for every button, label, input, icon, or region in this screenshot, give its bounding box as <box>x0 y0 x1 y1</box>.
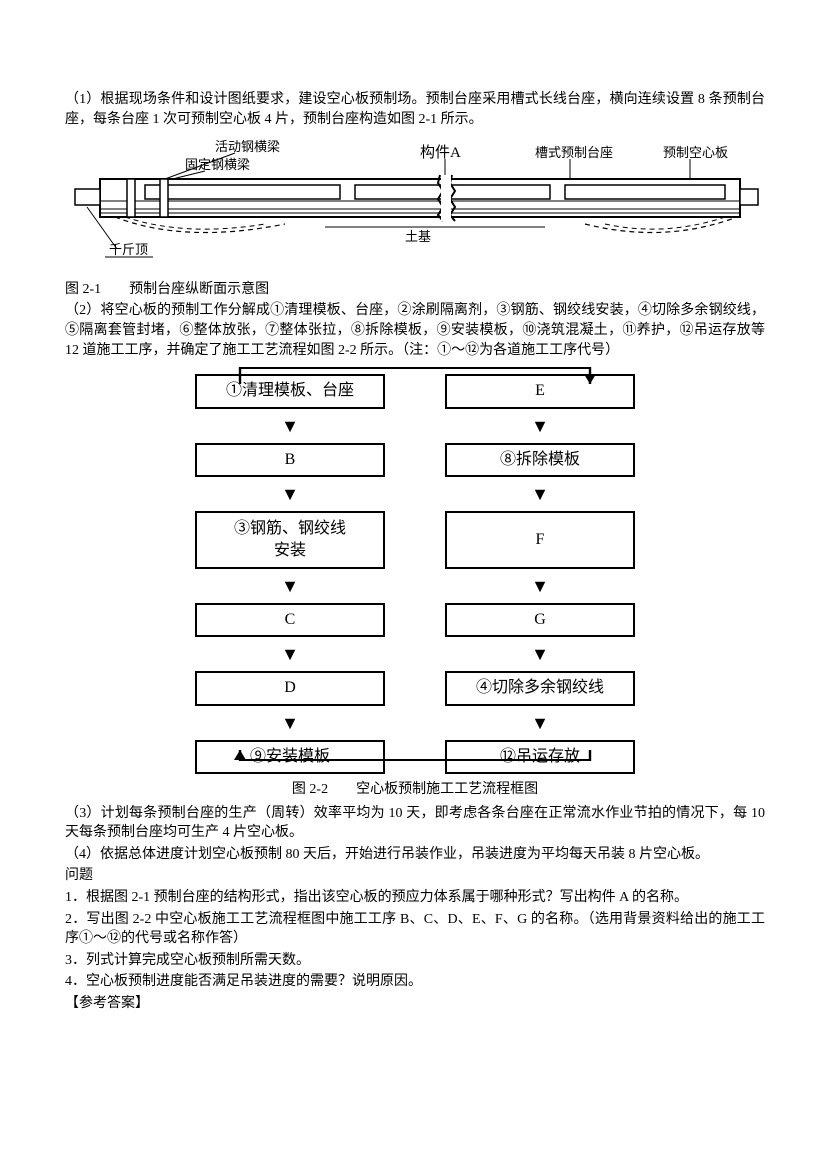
arrow-icon: ▼ <box>281 647 299 661</box>
flow-connector <box>65 362 765 762</box>
figure-2: ①清理模板、台座 ▼ B ▼ ③钢筋、钢绞线 安装 ▼ C ▼ D ▼ ⑨安装模… <box>65 374 765 774</box>
arrow-icon: ▼ <box>531 716 549 730</box>
figure-1-caption: 图 2-1 预制台座纵断面示意图 <box>65 280 765 300</box>
figure-1: 活动钢横梁 固定钢横梁 构件A 槽式预制台座 预制空心板 <box>65 139 765 276</box>
paragraph-2: （2）将空心板的预制工作分解成①清理模板、台座，②涂刷隔离剂，③钢筋、钢绞线安装… <box>65 301 765 360</box>
figure-2-caption: 图 2-2 空心板预制施工工艺流程框图 <box>65 780 765 800</box>
flow-box-4: ④切除多余钢绞线 <box>445 671 635 705</box>
label-component-a: 构件A <box>420 144 461 161</box>
answer-heading: 【参考答案】 <box>65 994 765 1014</box>
flow-left-column: ①清理模板、台座 ▼ B ▼ ③钢筋、钢绞线 安装 ▼ C ▼ D ▼ ⑨安装模… <box>195 374 385 774</box>
flow-right-column: E ▼ ⑧拆除模板 ▼ F ▼ G ▼ ④切除多余钢绞线 ▼ ⑫吊运存放 <box>445 374 635 774</box>
flow-box-3: ③钢筋、钢绞线 安装 <box>195 511 385 569</box>
arrow-icon: ▼ <box>281 579 299 593</box>
arrow-icon: ▼ <box>531 419 549 433</box>
questions-heading: 问题 <box>65 866 765 886</box>
label-active-beam: 活动钢横梁 <box>215 139 280 154</box>
label-precast-slab: 预制空心板 <box>663 145 728 160</box>
paragraph-1: （1）根据现场条件和设计图纸要求，建设空心板预制场。预制台座采用槽式长线台座，横… <box>65 90 765 129</box>
flow-box-12: ⑫吊运存放 <box>445 740 635 774</box>
paragraph-4: （4）依据总体进度计划空心板预制 80 天后，开始进行吊装作业，吊装进度为平均每… <box>65 845 765 865</box>
arrow-icon: ▼ <box>281 419 299 433</box>
flow-box-f: F <box>445 511 635 569</box>
flow-box-g: G <box>445 603 635 637</box>
label-subgrade: 土基 <box>405 229 431 244</box>
flow-box-1: ①清理模板、台座 <box>195 374 385 408</box>
arrow-icon: ▼ <box>531 487 549 501</box>
flow-box-d: D <box>195 671 385 705</box>
flow-box-8: ⑧拆除模板 <box>445 443 635 477</box>
arrow-icon: ▼ <box>281 487 299 501</box>
flow-box-9: ⑨安装模板 <box>195 740 385 774</box>
flow-box-c: C <box>195 603 385 637</box>
label-jack: 千斤顶 <box>109 242 148 257</box>
question-2: 2．写出图 2-2 中空心板施工工艺流程框图中施工工序 B、C、D、E、F、G … <box>65 910 765 949</box>
flow-box-e: E <box>445 374 635 408</box>
paragraph-3: （3）计划每条预制台座的生产（周转）效率平均为 10 天，即考虑各条台座在正常流… <box>65 804 765 843</box>
label-trough-pedestal: 槽式预制台座 <box>535 145 613 160</box>
question-3: 3．列式计算完成空心板预制所需天数。 <box>65 951 765 971</box>
pedestal-diagram: 活动钢横梁 固定钢横梁 构件A 槽式预制台座 预制空心板 <box>65 139 765 269</box>
arrow-icon: ▼ <box>531 647 549 661</box>
arrow-icon: ▼ <box>531 579 549 593</box>
question-4: 4．空心板预制进度能否满足吊装进度的需要？说明原因。 <box>65 972 765 992</box>
question-1: 1．根据图 2-1 预制台座的结构形式，指出该空心板的预应力体系属于哪种形式？写… <box>65 888 765 908</box>
flow-box-b: B <box>195 443 385 477</box>
page-root: （1）根据现场条件和设计图纸要求，建设空心板预制场。预制台座采用槽式长线台座，横… <box>0 0 830 1046</box>
arrow-icon: ▼ <box>281 716 299 730</box>
